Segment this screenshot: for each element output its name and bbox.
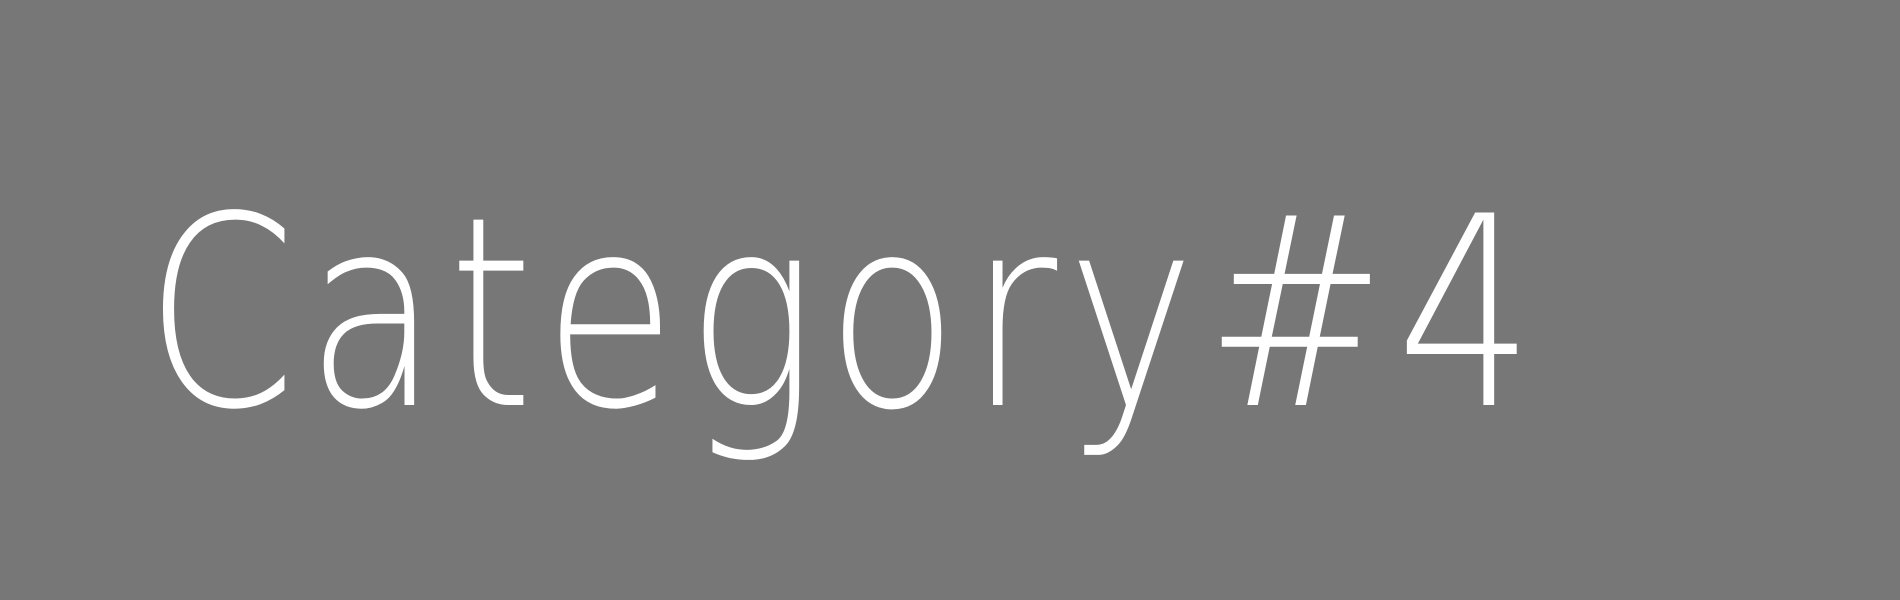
category-label: Category#4 [145,161,1544,468]
